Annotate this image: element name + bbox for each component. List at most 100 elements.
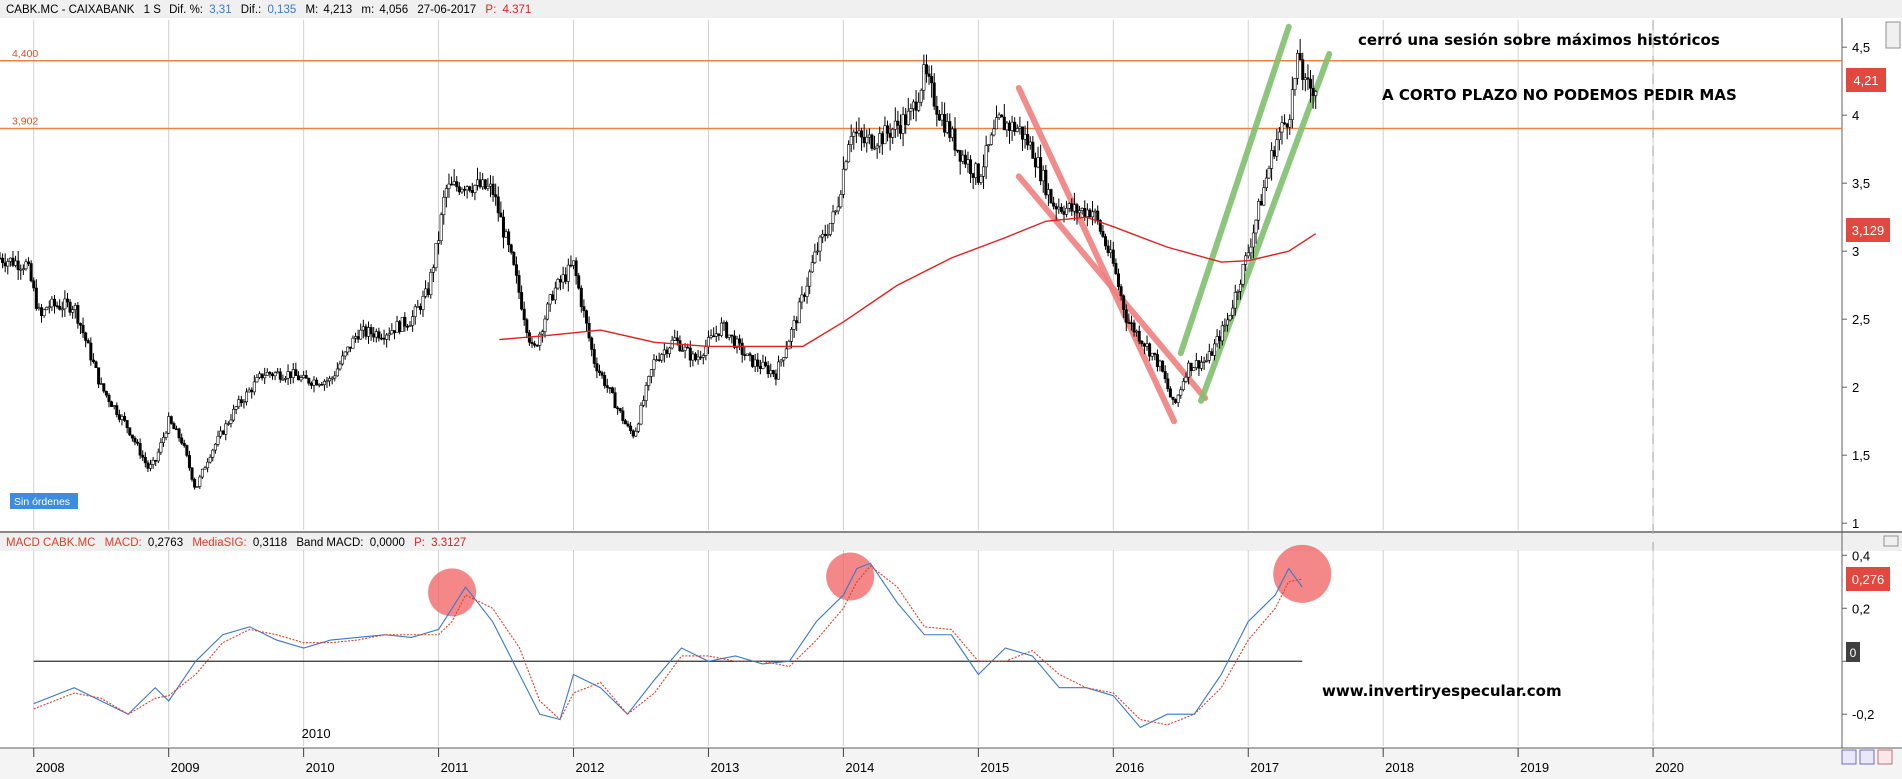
price-body-96 xyxy=(247,389,251,393)
price-body-225 xyxy=(582,306,586,312)
price-body-143 xyxy=(369,327,373,335)
price-body-477 xyxy=(1236,291,1240,293)
price-body-38 xyxy=(97,367,101,385)
price-body-262 xyxy=(678,340,682,352)
price-body-463 xyxy=(1200,362,1204,369)
price-body-18 xyxy=(45,307,49,311)
price-body-47 xyxy=(120,415,124,420)
price-body-43 xyxy=(110,401,114,407)
price-body-375 xyxy=(971,173,975,178)
price-body-181 xyxy=(468,186,472,191)
price-body-24 xyxy=(60,308,64,311)
macd-ytick-label-2: 0,2 xyxy=(1852,601,1870,616)
price-body-12 xyxy=(29,263,33,282)
price-body-171 xyxy=(442,196,446,216)
sin-ordenes-badge: Sin órdenes xyxy=(14,496,70,508)
price-body-242 xyxy=(626,423,630,427)
price-body-157 xyxy=(405,325,409,328)
price-header-text: CABK.MC - CAIXABANK 1 S Dif. %: 3,31 Dif… xyxy=(6,4,531,16)
price-body-179 xyxy=(463,189,467,191)
macd-header-bar xyxy=(0,533,1902,551)
price-body-161 xyxy=(416,306,420,308)
min-value: 4,056 xyxy=(379,4,408,16)
price-body-395 xyxy=(1023,134,1027,140)
price-body-5 xyxy=(11,257,15,266)
xtick-extra-label: 2010 xyxy=(302,726,331,741)
price-body-482 xyxy=(1249,246,1253,254)
price-body-117 xyxy=(302,375,306,378)
price-body-207 xyxy=(535,344,539,347)
price-body-191 xyxy=(494,194,498,198)
price-body-239 xyxy=(618,408,622,412)
price-body-108 xyxy=(278,371,282,380)
price-body-385 xyxy=(997,114,1001,118)
xtick-label-8: 2016 xyxy=(1115,760,1144,775)
chart-settings-icon[interactable] xyxy=(1877,749,1893,765)
scroll-handle-icon[interactable] xyxy=(1885,21,1901,49)
price-body-209 xyxy=(540,331,544,335)
price-body-336 xyxy=(870,134,874,149)
price-body-136 xyxy=(351,337,355,349)
price-body-438 xyxy=(1135,330,1139,333)
price-body-6 xyxy=(14,260,18,266)
price-body-461 xyxy=(1194,360,1198,368)
price-body-434 xyxy=(1124,309,1128,323)
price-body-398 xyxy=(1031,141,1035,159)
price-body-404 xyxy=(1046,189,1050,196)
price-body-408 xyxy=(1057,206,1061,210)
price-body-454 xyxy=(1176,394,1180,403)
price-body-327 xyxy=(847,144,851,163)
website-watermark: www.invertiryespecular.com xyxy=(1322,682,1562,700)
price-body-417 xyxy=(1080,208,1084,211)
price-body-480 xyxy=(1244,255,1248,265)
price-body-153 xyxy=(395,321,399,333)
price-body-113 xyxy=(291,369,295,378)
price-body-273 xyxy=(706,337,710,347)
price-ytick-label-0: 1 xyxy=(1852,516,1859,531)
price-body-467 xyxy=(1210,351,1214,356)
price-body-502 xyxy=(1301,59,1305,80)
price-body-445 xyxy=(1153,352,1157,355)
price-body-65 xyxy=(167,416,171,434)
price-body-95 xyxy=(245,391,249,403)
price-body-294 xyxy=(761,361,765,369)
price-body-125 xyxy=(322,381,326,386)
hand-tool-icon[interactable] xyxy=(1859,749,1875,765)
price-ytick-label-7: 4,5 xyxy=(1852,40,1870,55)
channel-line-2 xyxy=(1177,23,1292,357)
zoom-mode-icon[interactable] xyxy=(1841,749,1857,765)
price-body-318 xyxy=(823,233,827,236)
price-body-466 xyxy=(1207,351,1211,361)
price-body-383 xyxy=(992,128,996,136)
price-body-369 xyxy=(956,149,960,152)
price-body-396 xyxy=(1026,134,1030,146)
price-body-425 xyxy=(1101,231,1105,237)
price-body-211 xyxy=(546,303,550,320)
price-body-325 xyxy=(841,168,845,195)
price-body-55 xyxy=(141,454,145,458)
price-body-138 xyxy=(356,336,360,340)
price-body-71 xyxy=(182,442,186,446)
price-body-349 xyxy=(904,114,908,125)
price-body-202 xyxy=(522,308,526,321)
price-body-272 xyxy=(704,346,708,356)
price-body-372 xyxy=(963,154,967,165)
price-body-146 xyxy=(377,331,381,339)
price-body-122 xyxy=(315,379,319,386)
price-body-460 xyxy=(1192,367,1196,372)
price-body-447 xyxy=(1158,360,1162,367)
price-body-98 xyxy=(252,381,256,393)
macd-y-ticks: -0,2 0,2 0,4 xyxy=(1842,548,1874,722)
price-body-94 xyxy=(242,401,246,404)
price-body-263 xyxy=(681,350,685,352)
price-body-403 xyxy=(1044,169,1048,196)
price-body-70 xyxy=(180,437,184,444)
macd-panel-resize-icon[interactable] xyxy=(1883,535,1899,547)
price-body-9 xyxy=(21,268,25,271)
price-body-151 xyxy=(390,330,394,335)
price-body-440 xyxy=(1140,340,1144,345)
price-body-25 xyxy=(63,298,67,310)
price-body-97 xyxy=(250,389,254,393)
price-body-276 xyxy=(714,333,718,337)
price-body-82 xyxy=(211,449,215,458)
